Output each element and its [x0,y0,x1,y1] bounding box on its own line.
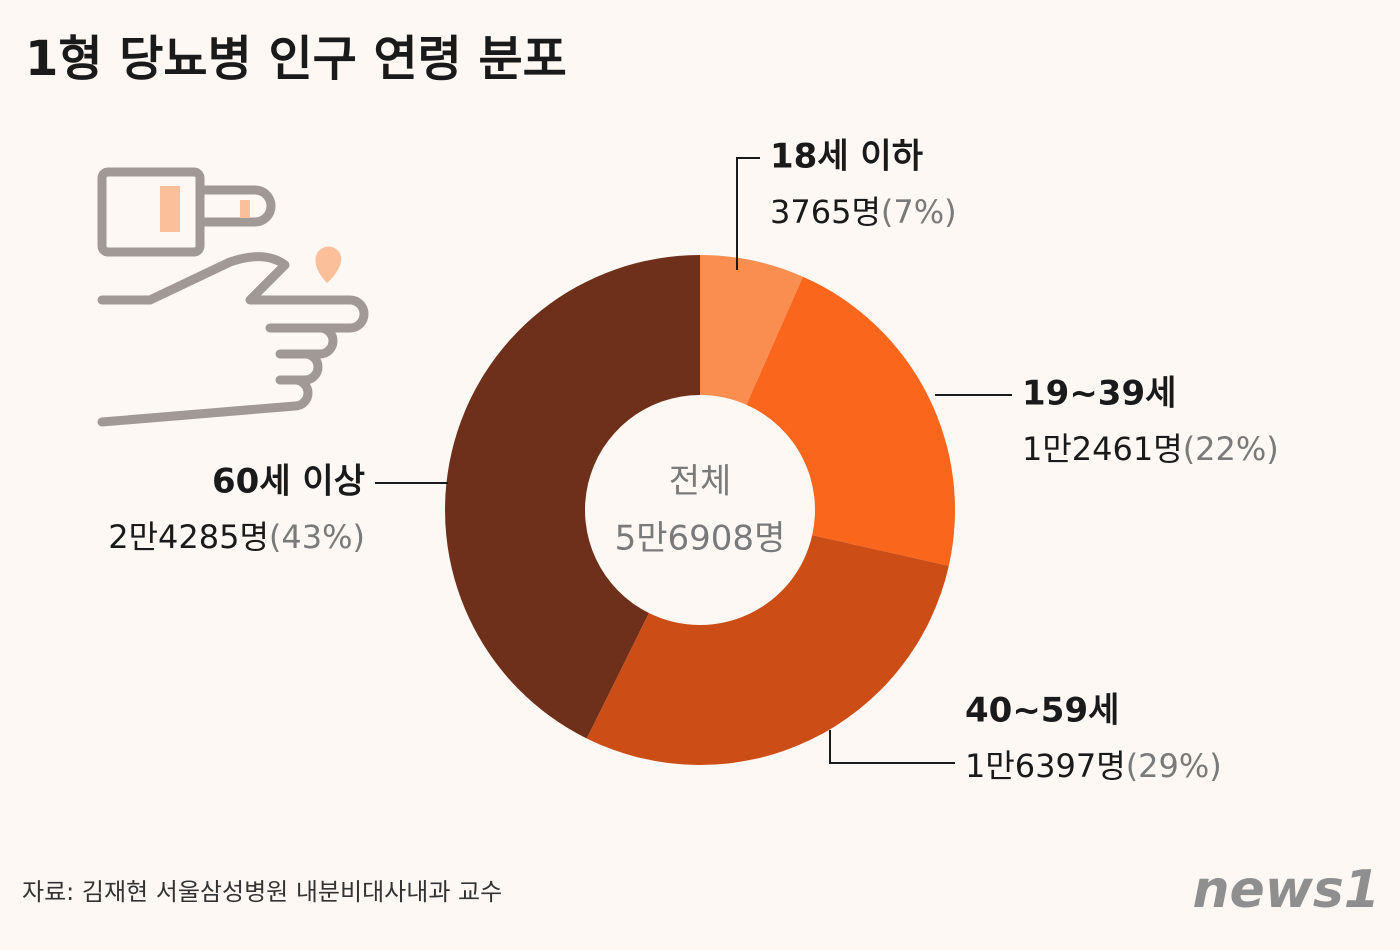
count-label: 1만6397명 [965,747,1126,785]
glucometer-icon [97,167,369,427]
meter-display [160,186,180,232]
donut-slice [700,255,803,405]
count-label: 1만2461명 [1022,430,1183,468]
percent-label: (7%) [881,193,957,231]
meter-strip [195,185,276,227]
count-label: 3765명 [770,193,881,231]
value-label: 2만4285명(43%) [108,518,365,556]
donut-slice [746,276,955,566]
donut-slice [444,255,700,739]
meter-body [97,167,205,257]
donut-slice [586,535,949,766]
center-label: 전체 [669,462,732,502]
total-label: 5만6908명 [615,519,786,559]
strip-tip [240,200,250,218]
count-label: 2만4285명 [108,518,269,556]
blood-drop [315,246,342,283]
category-label: 40~59세 [965,691,1119,731]
value-label: 3765명(7%) [770,193,957,231]
percent-label: (29%) [1126,747,1222,785]
source-note: 자료: 김재현 서울삼성병원 내분비대사내과 교수 [22,878,502,906]
chart-title: 1형 당뇨병 인구 연령 분포 [25,31,567,87]
percent-label: (22%) [1183,430,1279,468]
percent-label: (43%) [269,518,365,556]
value-label: 1만6397명(29%) [965,747,1222,785]
category-label: 18세 이하 [770,137,923,177]
leader-line [736,157,760,270]
value-label: 1만2461명(22%) [1022,430,1279,468]
logo: news1 [1193,860,1380,920]
leader-line [829,730,955,764]
hand [97,252,369,427]
category-label: 19~39세 [1022,374,1176,414]
category-label: 60세 이상 [212,462,365,502]
